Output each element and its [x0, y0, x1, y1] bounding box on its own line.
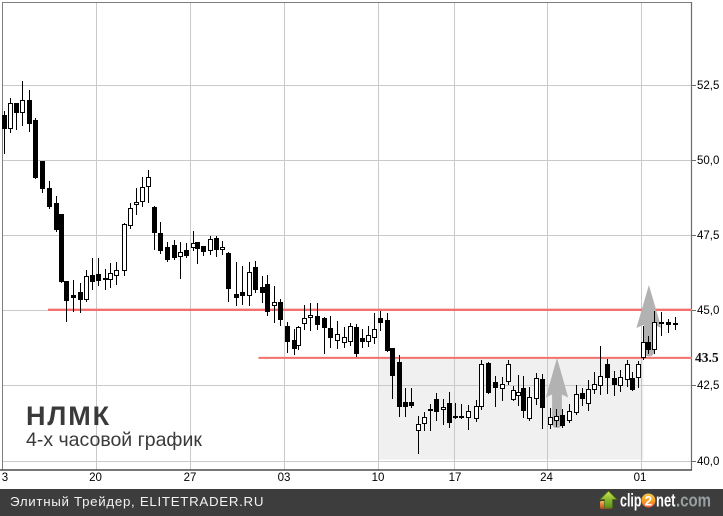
svg-text:45,0: 45,0	[697, 305, 719, 317]
svg-text:52,5: 52,5	[697, 80, 719, 92]
svg-text:47,5: 47,5	[697, 230, 719, 242]
svg-text:17: 17	[449, 472, 462, 484]
svg-text:27: 27	[184, 472, 197, 484]
svg-text:24: 24	[540, 472, 553, 484]
svg-text:42,5: 42,5	[697, 380, 719, 392]
svg-text:Элитный Трейдер, ELITETRADER.R: Элитный Трейдер, ELITETRADER.RU	[10, 494, 264, 509]
svg-text:03: 03	[278, 472, 291, 484]
svg-text:40,0: 40,0	[697, 456, 719, 468]
svg-text:.com: .com	[676, 491, 711, 511]
svg-text:4-х часовой график: 4-х часовой график	[26, 429, 202, 451]
svg-text:clip: clip	[620, 491, 642, 511]
svg-text:20: 20	[89, 472, 102, 484]
svg-text:43.5: 43.5	[695, 350, 719, 365]
svg-text:01: 01	[634, 472, 647, 484]
svg-text:50,0: 50,0	[697, 155, 719, 167]
svg-text:10: 10	[372, 472, 385, 484]
svg-text:2: 2	[645, 494, 653, 509]
svg-text:НЛМК: НЛМК	[26, 401, 111, 431]
svg-text:net: net	[656, 491, 676, 511]
svg-text:3: 3	[2, 472, 8, 484]
